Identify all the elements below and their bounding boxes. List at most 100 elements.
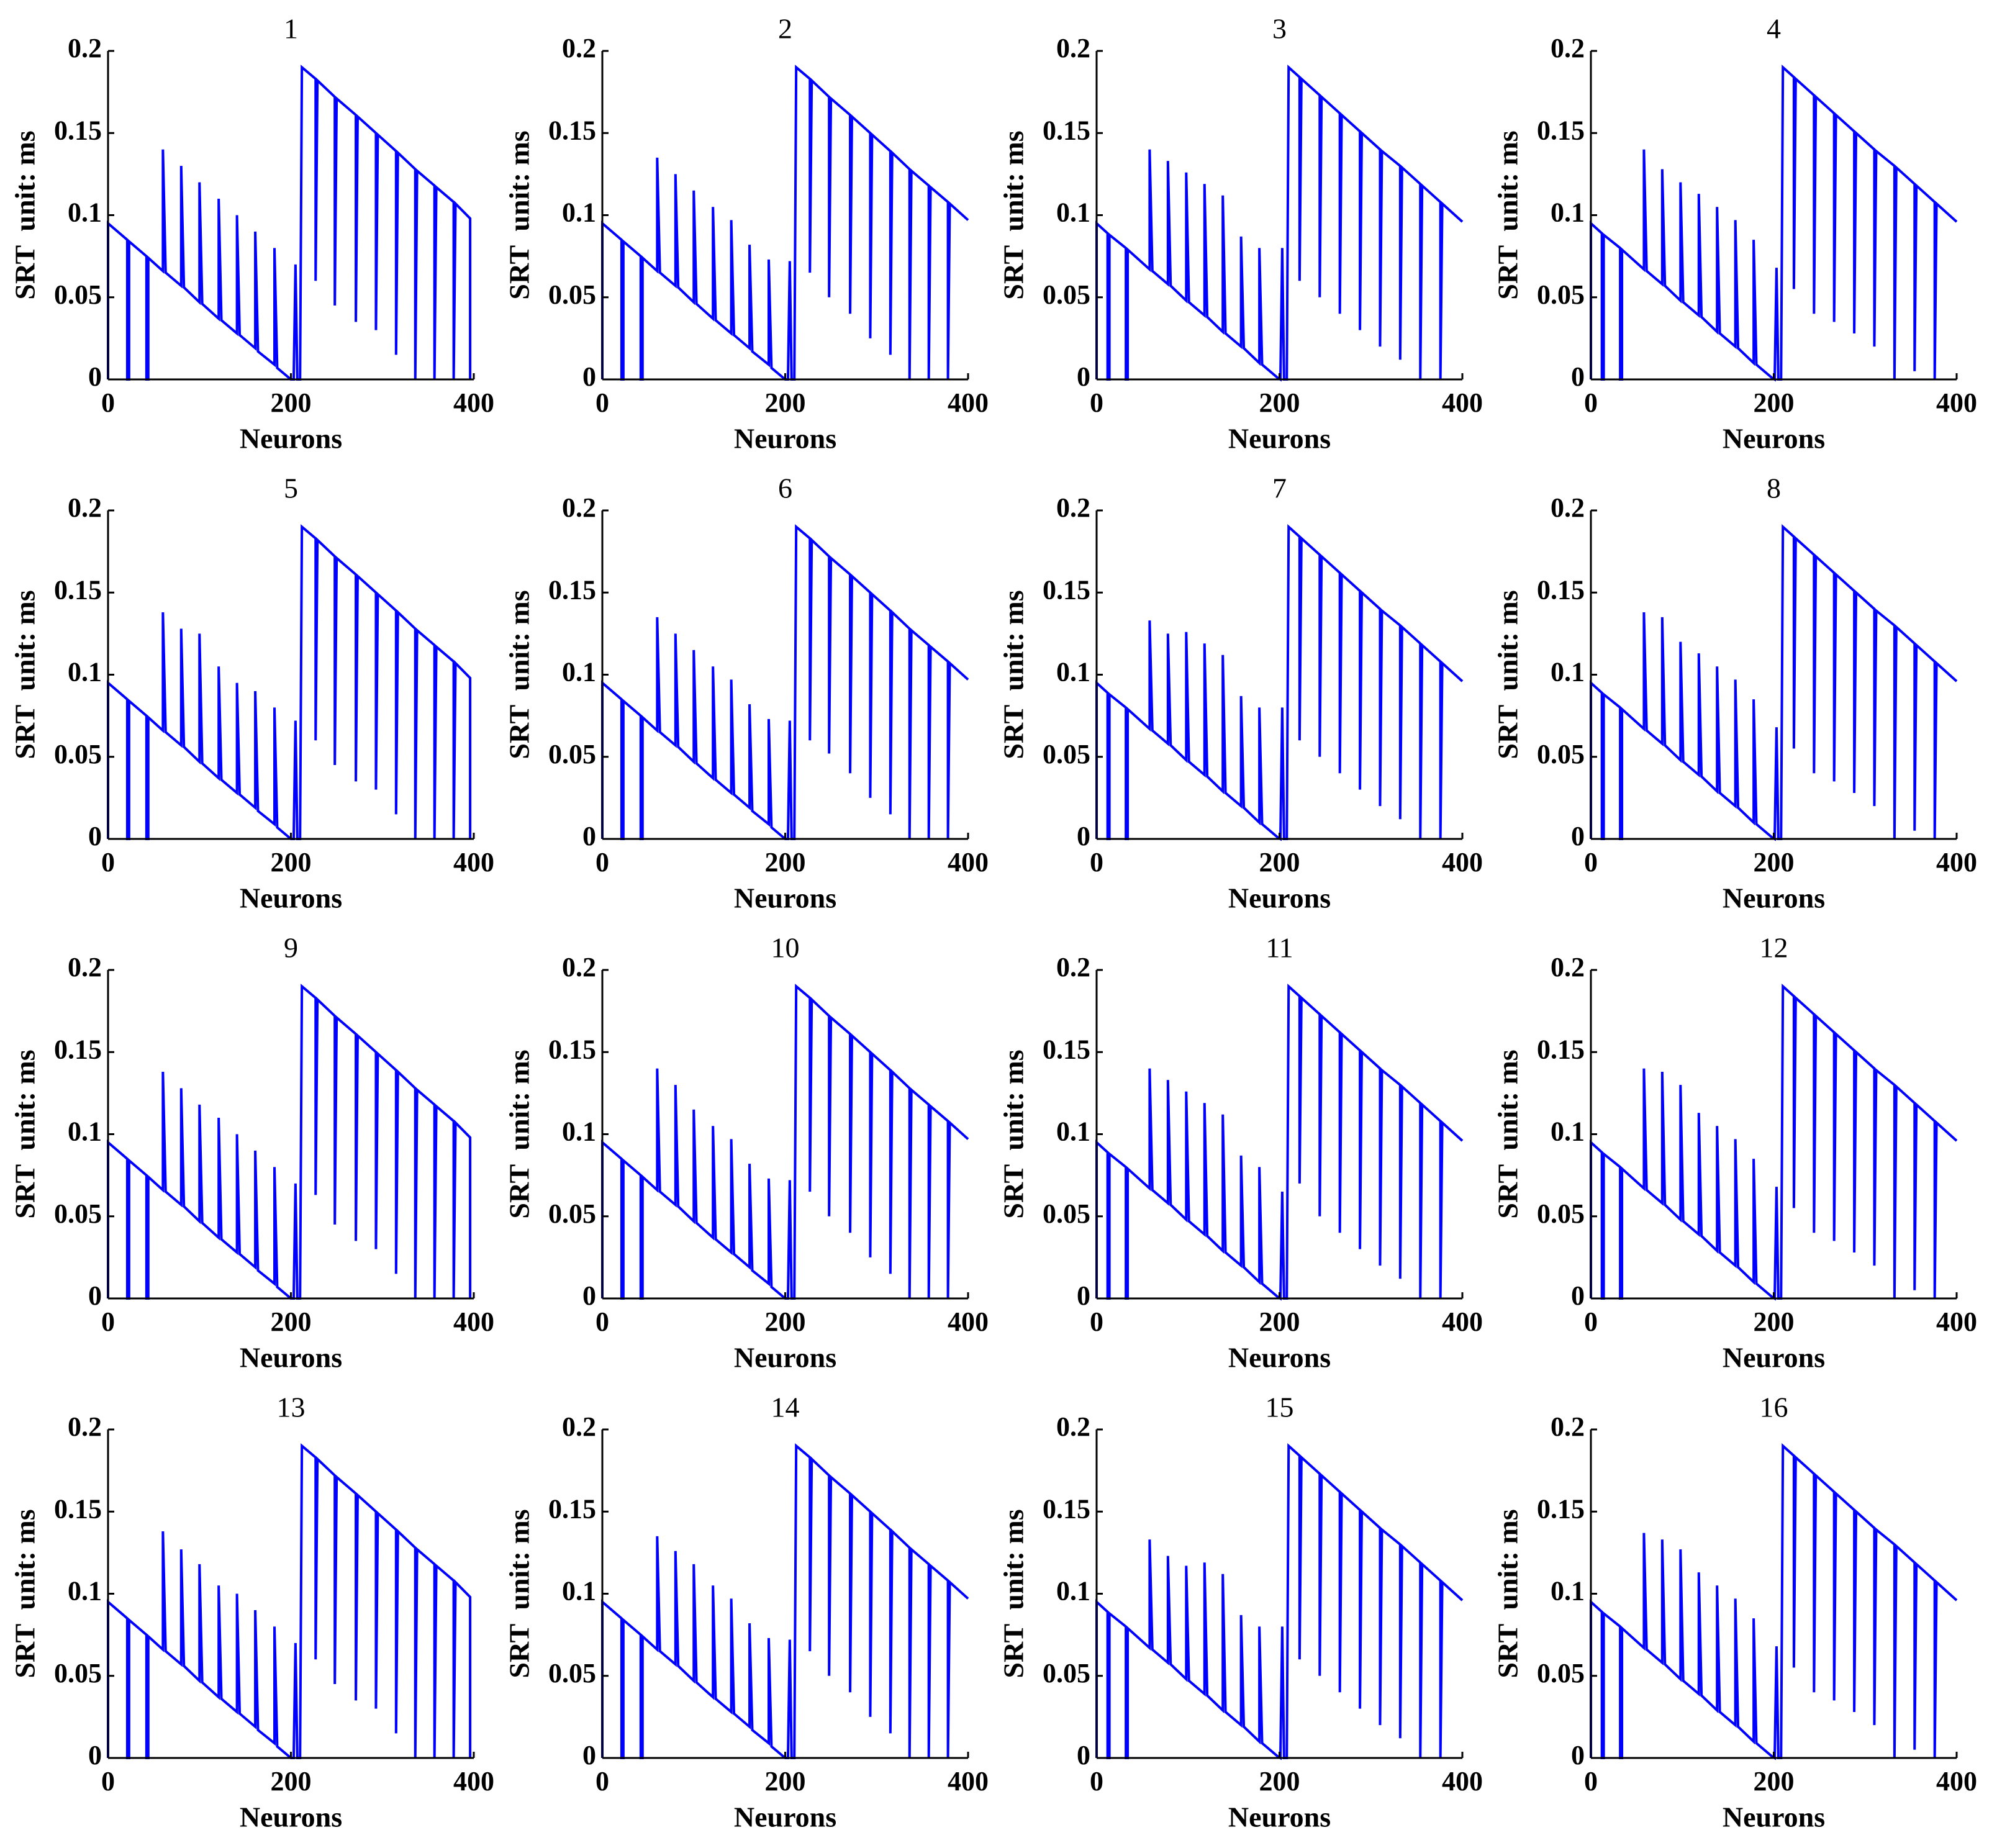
y-tick-label: 0.1: [68, 1576, 102, 1606]
subplot-title: 8: [1767, 473, 1781, 504]
x-tick-label: 0: [101, 1307, 115, 1337]
y-tick-label: 0: [88, 1280, 102, 1311]
y-tick-label: 0: [582, 1280, 596, 1311]
x-axis-label: Neurons: [1723, 1342, 1825, 1374]
y-tick-label: 0.15: [1537, 574, 1585, 605]
subplot-title: 3: [1272, 13, 1287, 45]
y-tick-label: 0.2: [68, 1411, 102, 1442]
x-axis-label: Neurons: [240, 1801, 342, 1833]
y-axis-label: SRT unit: ms: [998, 590, 1030, 759]
x-axis-label: Neurons: [1228, 882, 1331, 914]
y-axis-label: SRT unit: ms: [9, 130, 41, 299]
x-tick-label: 200: [1259, 1307, 1300, 1337]
x-axis-label: Neurons: [1228, 423, 1331, 455]
y-tick-label: 0.15: [1537, 115, 1585, 145]
y-tick-label: 0.05: [1043, 1658, 1090, 1688]
y-tick-label: 0.15: [54, 574, 102, 605]
y-tick-label: 0: [1571, 1280, 1585, 1311]
y-tick-label: 0.15: [548, 115, 596, 145]
y-tick-label: 0: [1571, 361, 1585, 392]
x-tick-label: 200: [271, 847, 312, 877]
x-tick-label: 0: [1090, 847, 1103, 877]
x-tick-label: 400: [453, 1766, 494, 1796]
y-axis-label: SRT unit: ms: [504, 1049, 535, 1218]
y-tick-label: 0.2: [1056, 492, 1090, 523]
x-axis-label: Neurons: [1723, 882, 1825, 914]
x-tick-label: 400: [1936, 847, 1977, 877]
x-axis-label: Neurons: [1228, 1801, 1331, 1833]
subplot: 8 Neurons SRT unit: ms 0 0.05 0.1 0.15 0.2 0 200 4…: [1492, 473, 1977, 914]
subplot-title: 9: [284, 932, 298, 964]
y-tick-label: 0: [1571, 821, 1585, 851]
y-tick-label: 0.1: [562, 1576, 596, 1606]
subplot-title: 13: [277, 1392, 306, 1423]
data-line: [107, 65, 472, 381]
x-tick-label: 200: [271, 1766, 312, 1796]
x-axis-label: Neurons: [734, 1801, 836, 1833]
y-tick-label: 0.1: [1056, 1576, 1090, 1606]
y-axis-label: SRT unit: ms: [1492, 590, 1524, 759]
y-axis-label: SRT unit: ms: [1492, 1509, 1524, 1678]
x-tick-label: 200: [1259, 847, 1300, 877]
x-tick-label: 0: [101, 1766, 115, 1796]
y-tick-label: 0.05: [548, 279, 596, 310]
x-tick-label: 0: [1584, 1307, 1598, 1337]
y-tick-label: 0.05: [1537, 739, 1585, 769]
subplot: 7 Neurons SRT unit: ms 0 0.05 0.1 0.15 0.2 0 200 4…: [998, 473, 1483, 914]
y-tick-label: 0.2: [1056, 33, 1090, 63]
y-tick-label: 0.1: [1056, 1116, 1090, 1147]
subplot: 15 Neurons SRT unit: ms 0 0.05 0.1 0.15 0.2 0 200…: [998, 1392, 1483, 1833]
subplot-title: 15: [1266, 1392, 1294, 1423]
y-tick-label: 0.05: [54, 1658, 102, 1688]
y-tick-label: 0.15: [548, 574, 596, 605]
x-axis-label: Neurons: [240, 882, 342, 914]
y-axis-label: SRT unit: ms: [504, 130, 535, 299]
y-tick-label: 0.1: [1551, 657, 1585, 687]
y-tick-label: 0.1: [562, 197, 596, 228]
x-tick-label: 400: [948, 387, 989, 418]
x-tick-label: 400: [1936, 387, 1977, 418]
x-tick-label: 400: [1936, 1766, 1977, 1796]
y-axis-label: SRT unit: ms: [9, 1049, 41, 1218]
y-tick-label: 0.05: [1043, 739, 1090, 769]
x-tick-label: 200: [765, 1766, 806, 1796]
y-axis-label: SRT unit: ms: [998, 1509, 1030, 1678]
y-tick-label: 0.05: [1537, 279, 1585, 310]
data-line: [1095, 983, 1464, 1301]
x-tick-label: 0: [595, 1766, 609, 1796]
y-tick-label: 0: [1077, 361, 1090, 392]
x-tick-label: 400: [948, 1307, 989, 1337]
y-tick-label: 0.2: [68, 952, 102, 982]
y-tick-label: 0.2: [562, 33, 596, 63]
x-tick-label: 200: [271, 1307, 312, 1337]
x-axis-label: Neurons: [1723, 1801, 1825, 1833]
x-tick-label: 400: [1442, 1307, 1483, 1337]
data-line: [1590, 983, 1958, 1301]
data-line: [107, 1443, 472, 1759]
y-axis-label: SRT unit: ms: [504, 590, 535, 759]
data-line: [601, 65, 969, 381]
x-tick-label: 200: [1259, 387, 1300, 418]
x-axis-label: Neurons: [734, 423, 836, 455]
y-tick-label: 0.2: [68, 492, 102, 523]
y-tick-label: 0.05: [54, 279, 102, 310]
y-tick-label: 0.05: [548, 1658, 596, 1688]
y-tick-label: 0.2: [1551, 33, 1585, 63]
subplot: 5 Neurons SRT unit: ms 0 0.05 0.1 0.15 0.2 0 200 4…: [9, 473, 494, 914]
data-line: [1095, 523, 1464, 841]
x-axis-label: Neurons: [734, 882, 836, 914]
y-axis-label: SRT unit: ms: [998, 1049, 1030, 1218]
y-tick-label: 0.15: [1043, 1493, 1090, 1524]
y-tick-label: 0: [582, 1740, 596, 1770]
y-tick-label: 0.2: [562, 952, 596, 982]
y-tick-label: 0.05: [1043, 1198, 1090, 1229]
y-tick-label: 0: [1077, 1280, 1090, 1311]
x-tick-label: 400: [1442, 847, 1483, 877]
y-tick-label: 0.2: [1551, 1411, 1585, 1442]
subplot: 9 Neurons SRT unit: ms 0 0.05 0.1 0.15 0.2 0 200 4…: [9, 932, 494, 1374]
data-line: [1095, 1443, 1464, 1760]
y-axis-label: SRT unit: ms: [9, 1509, 41, 1678]
x-tick-label: 200: [765, 1307, 806, 1337]
